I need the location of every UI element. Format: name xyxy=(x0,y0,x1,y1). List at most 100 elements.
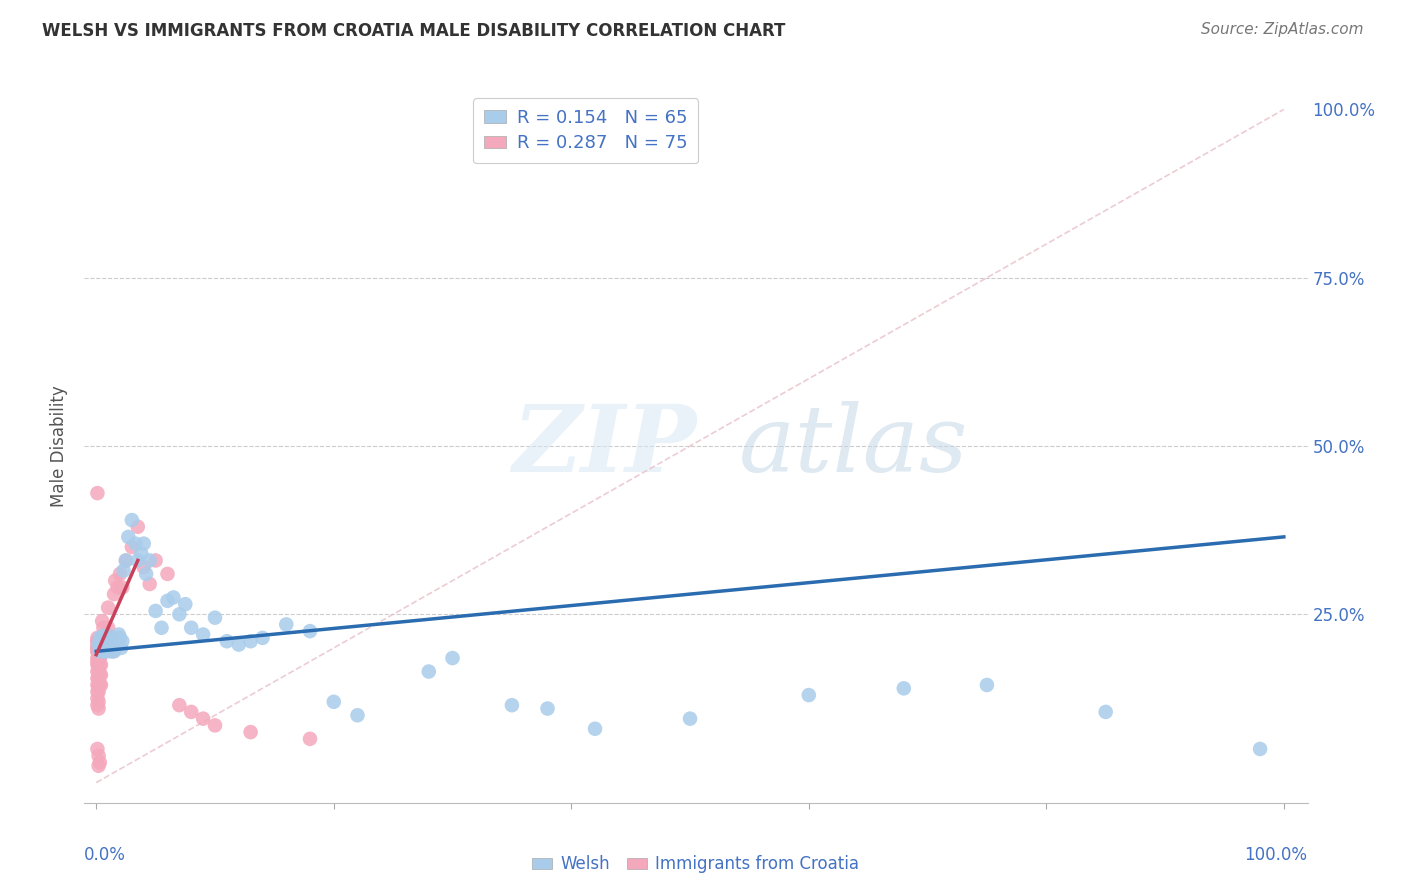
Point xyxy=(104,631,127,645)
Point xyxy=(239,634,262,648)
Point xyxy=(111,634,134,648)
Point xyxy=(105,638,128,652)
Point xyxy=(86,644,108,658)
Point xyxy=(87,748,110,763)
Point xyxy=(138,553,160,567)
Point xyxy=(91,614,114,628)
Point xyxy=(87,695,110,709)
Point xyxy=(89,644,111,658)
Point xyxy=(162,591,184,605)
Point xyxy=(103,587,125,601)
Point xyxy=(86,640,108,655)
Point xyxy=(86,631,108,645)
Point xyxy=(127,553,149,567)
Point xyxy=(169,607,191,622)
Point xyxy=(115,553,138,567)
Point xyxy=(87,651,110,665)
Point xyxy=(976,678,998,692)
Point xyxy=(89,678,111,692)
Point xyxy=(112,564,135,578)
Text: WELSH VS IMMIGRANTS FROM CROATIA MALE DISABILITY CORRELATION CHART: WELSH VS IMMIGRANTS FROM CROATIA MALE DI… xyxy=(42,22,786,40)
Point xyxy=(169,698,191,713)
Point xyxy=(252,631,274,645)
Point xyxy=(138,577,160,591)
Point xyxy=(679,712,702,726)
Point xyxy=(86,691,108,706)
Point xyxy=(583,722,606,736)
Point xyxy=(86,698,108,713)
Point xyxy=(101,644,124,658)
Point xyxy=(91,631,114,645)
Point xyxy=(115,553,138,567)
Point xyxy=(298,624,321,639)
Point xyxy=(86,671,108,685)
Point xyxy=(121,540,143,554)
Point xyxy=(89,644,111,658)
Point xyxy=(121,513,143,527)
Point xyxy=(87,640,110,655)
Point xyxy=(93,644,115,658)
Point xyxy=(108,566,131,581)
Point xyxy=(90,640,112,655)
Point xyxy=(124,536,146,550)
Point xyxy=(86,651,108,665)
Point xyxy=(87,671,110,685)
Point xyxy=(204,610,226,624)
Point xyxy=(107,580,129,594)
Point xyxy=(156,566,179,581)
Point xyxy=(107,627,129,641)
Point xyxy=(97,600,120,615)
Point xyxy=(100,634,122,648)
Point xyxy=(86,742,108,756)
Point xyxy=(132,536,155,550)
Point xyxy=(322,695,344,709)
Point xyxy=(93,640,115,655)
Point xyxy=(89,756,111,770)
Point xyxy=(93,629,115,643)
Point xyxy=(228,638,250,652)
Point xyxy=(111,580,134,594)
Point xyxy=(97,629,120,643)
Point xyxy=(91,640,114,655)
Point xyxy=(87,701,110,715)
Point xyxy=(86,684,108,698)
Point xyxy=(156,594,179,608)
Point xyxy=(87,644,110,658)
Point xyxy=(180,705,202,719)
Point xyxy=(97,621,120,635)
Point xyxy=(174,597,197,611)
Point xyxy=(94,644,117,658)
Point xyxy=(145,553,167,567)
Point xyxy=(86,634,108,648)
Point xyxy=(86,634,108,648)
Point xyxy=(90,634,112,648)
Point xyxy=(117,530,139,544)
Point xyxy=(86,678,108,692)
Point xyxy=(87,758,110,772)
Text: atlas: atlas xyxy=(738,401,969,491)
Point xyxy=(96,638,118,652)
Point xyxy=(131,547,153,561)
Point xyxy=(418,665,440,679)
Point xyxy=(91,638,114,652)
Point xyxy=(93,640,115,655)
Point xyxy=(90,657,112,672)
Point xyxy=(98,634,121,648)
Point xyxy=(87,665,110,679)
Point xyxy=(96,634,118,648)
Point xyxy=(86,644,108,658)
Text: 100.0%: 100.0% xyxy=(1244,846,1308,863)
Point xyxy=(101,638,124,652)
Point xyxy=(276,617,298,632)
Point xyxy=(191,627,214,641)
Point xyxy=(797,688,820,702)
Point xyxy=(145,604,167,618)
Point xyxy=(87,678,110,692)
Text: ZIP: ZIP xyxy=(513,401,697,491)
Point xyxy=(191,712,214,726)
Point xyxy=(86,665,108,679)
Point xyxy=(110,640,132,655)
Point xyxy=(107,634,129,648)
Point xyxy=(298,731,321,746)
Point xyxy=(441,651,464,665)
